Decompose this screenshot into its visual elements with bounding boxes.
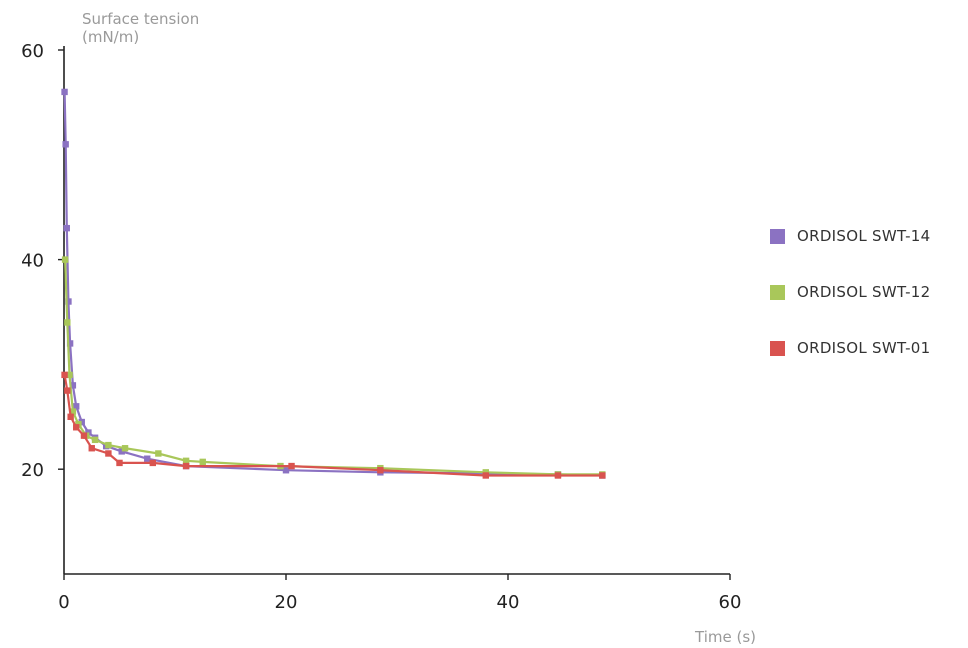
series-line (64, 259, 603, 476)
data-point (121, 445, 129, 452)
legend-label-swt-12: ORDISOL SWT-12 (797, 283, 931, 301)
data-point (65, 298, 72, 305)
series-layer (61, 88, 606, 479)
data-point (61, 371, 68, 379)
legend-label-swt-14: ORDISOL SWT-14 (797, 227, 931, 245)
data-point (182, 462, 190, 470)
data-point (118, 448, 125, 455)
data-point (80, 432, 88, 439)
data-point (69, 408, 77, 415)
x-tick-label: 0 (58, 592, 69, 613)
data-point (67, 413, 74, 420)
legend-label-swt-01: ORDISOL SWT-01 (797, 339, 931, 357)
data-point (63, 224, 70, 232)
data-point (199, 458, 206, 466)
y-axis-label: Surface tension (mN/m) (82, 10, 199, 46)
data-point (66, 371, 73, 379)
x-tick-label: 20 (275, 592, 298, 613)
x-tick-label: 60 (719, 592, 742, 613)
data-point (73, 424, 80, 431)
data-point (182, 457, 190, 465)
axes (63, 46, 730, 575)
series-1 (61, 256, 606, 478)
data-point (64, 319, 71, 326)
legend-item-swt-12: ORDISOL SWT-12 (770, 282, 960, 302)
legend-swatch-swt-01 (770, 340, 785, 356)
legend-item-swt-14: ORDISOL SWT-14 (770, 226, 960, 246)
legend-swatch-swt-14 (770, 228, 785, 244)
data-point (377, 467, 384, 474)
data-point (149, 459, 156, 467)
y-tick-label: 60 (21, 41, 44, 62)
series-0 (61, 88, 606, 479)
tick-labels: 0 20 40 60 20 40 60 (21, 41, 741, 613)
x-tick-label: 40 (497, 592, 520, 613)
data-point (62, 141, 69, 148)
y-tick-label: 40 (21, 251, 44, 272)
y-axis-label-line1: Surface tension (82, 10, 200, 28)
legend: ORDISOL SWT-14 ORDISOL SWT-12 ORDISOL SW… (770, 226, 960, 394)
series-line (63, 91, 603, 477)
data-point (105, 441, 112, 449)
data-point (144, 455, 151, 462)
data-point (105, 450, 112, 457)
x-axis-label: Time (s) (695, 628, 756, 646)
data-point (116, 459, 123, 467)
data-point (155, 450, 162, 457)
data-point (91, 436, 99, 444)
legend-item-swt-01: ORDISOL SWT-01 (770, 338, 960, 358)
data-point (554, 472, 562, 479)
data-point (282, 467, 290, 474)
data-point (61, 256, 69, 263)
data-point (61, 88, 68, 96)
y-tick-label: 20 (21, 460, 44, 481)
data-point (73, 403, 80, 410)
data-point (88, 445, 95, 452)
data-point (288, 462, 295, 470)
data-point (69, 382, 77, 389)
y-axis-label-line2: (mN/m) (82, 28, 140, 46)
data-point (66, 340, 74, 347)
series-2 (61, 371, 606, 479)
data-point (599, 472, 606, 479)
legend-swatch-swt-12 (770, 284, 785, 300)
data-point (64, 387, 71, 394)
data-point (78, 418, 85, 426)
data-point (482, 472, 489, 479)
